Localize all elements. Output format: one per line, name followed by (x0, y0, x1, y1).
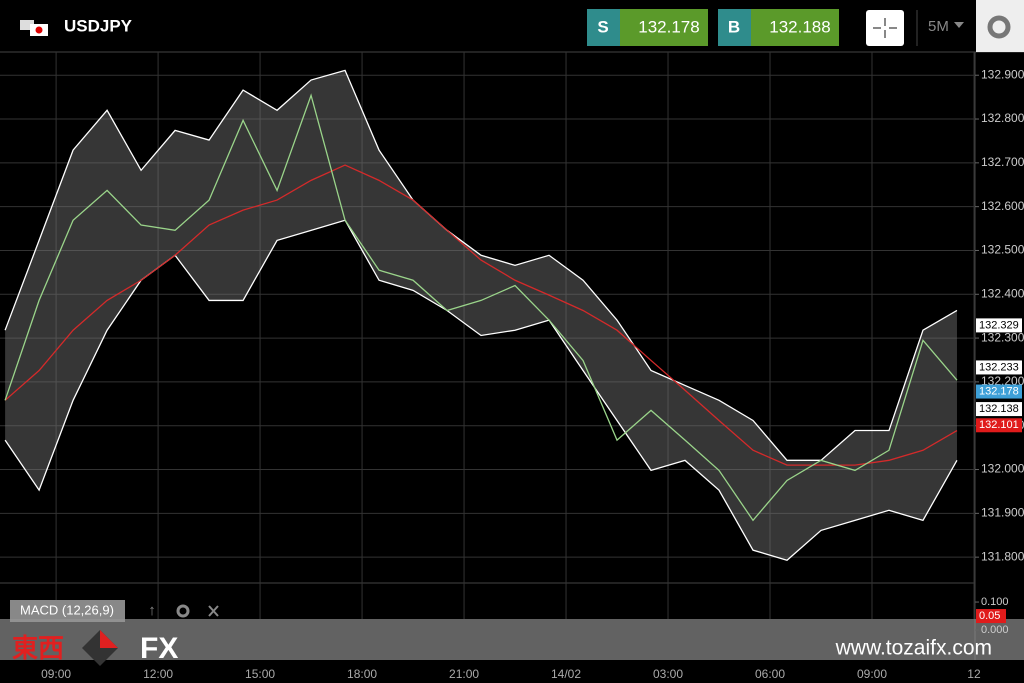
macd-marker (976, 609, 1006, 624)
y-tick-label: 132.700 (981, 155, 1024, 169)
watermark-url: www.tozaifx.com (835, 637, 992, 660)
x-tick-label: 21:00 (449, 667, 479, 681)
macd-label[interactable]: MACD (12,26,9) (20, 602, 114, 617)
x-tick-label: 14/02 (551, 667, 581, 681)
x-tick-label: 12 (967, 667, 981, 681)
watermark-band (0, 619, 1024, 660)
flag-jp-dot (35, 26, 43, 34)
y-tick-label: 131.900 (981, 506, 1024, 520)
brand-left: 東西 (12, 633, 64, 663)
band-fill (5, 70, 957, 561)
macd-label-box[interactable] (10, 600, 125, 622)
macd-up-icon[interactable]: ↑ (148, 602, 156, 619)
x-tick-label: 09:00 (857, 667, 887, 681)
y-tick-label: 132.600 (981, 199, 1024, 213)
settings-button[interactable] (976, 0, 1024, 52)
timeframe-caret (954, 22, 964, 28)
price-marker-label: 132.329 (979, 319, 1019, 331)
brand-logo-red (100, 630, 118, 648)
crosshair-icon (873, 18, 897, 38)
y-tick-label: 132.400 (981, 286, 1024, 300)
macd-settings-icon[interactable] (176, 604, 190, 618)
sell-box[interactable] (620, 9, 708, 46)
macd-close-icon[interactable] (208, 605, 219, 617)
y-tick-label: 132.900 (981, 67, 1024, 81)
y-tick-label: 132.500 (981, 243, 1024, 257)
price-marker (976, 402, 1022, 417)
x-tick-label: 09:00 (41, 667, 71, 681)
settings-icon (987, 15, 1011, 39)
macd-marker-label: 0.05 (979, 610, 1000, 622)
buy-label[interactable]: B (728, 17, 740, 36)
macd-y-tick-label: 0.100 (981, 596, 1009, 608)
y-tick-label: 132.800 (981, 111, 1024, 125)
price-marker-label: 132.233 (979, 361, 1019, 373)
macd-y-tick-label: 0.000 (981, 624, 1009, 636)
plot (0, 52, 975, 619)
symbol[interactable]: USDJPY (64, 16, 133, 35)
crosshair-button[interactable] (866, 10, 904, 46)
y-tick-label: 132.300 (981, 330, 1024, 344)
price-marker-label: 132.178 (979, 385, 1019, 397)
price-marker-label: 132.101 (979, 419, 1019, 431)
x-tick-label: 12:00 (143, 667, 173, 681)
series-line (4, 69, 958, 461)
buy-label-box[interactable] (718, 9, 751, 46)
price-marker (976, 360, 1022, 375)
sell-label[interactable]: S (597, 17, 608, 36)
price-marker (976, 318, 1022, 333)
price-marker (976, 418, 1022, 433)
timeframe[interactable]: 5M (928, 18, 949, 35)
buy-box[interactable] (751, 9, 839, 46)
price-marker-label: 132.138 (979, 403, 1019, 415)
sell-label-box[interactable] (587, 9, 620, 46)
price-marker (976, 384, 1022, 399)
x-tick-label: 15:00 (245, 667, 275, 681)
y-tick-label: 131.800 (981, 549, 1024, 563)
flag-us (20, 20, 34, 30)
buy-price[interactable]: 132.188 (769, 17, 830, 36)
y-tick-label: 132.000 (981, 462, 1024, 476)
x-tick-label: 06:00 (755, 667, 785, 681)
series-line (4, 93, 958, 522)
x-tick-label: 18:00 (347, 667, 377, 681)
series-line (4, 164, 958, 466)
brand-right: FX (140, 632, 178, 665)
x-axis: 09:00 12:00 15:00 18:00 21:00 14/02 03:00 06:00… (41, 667, 981, 681)
sell-price[interactable]: 132.178 (638, 17, 699, 36)
x-tick-label: 03:00 (653, 667, 683, 681)
